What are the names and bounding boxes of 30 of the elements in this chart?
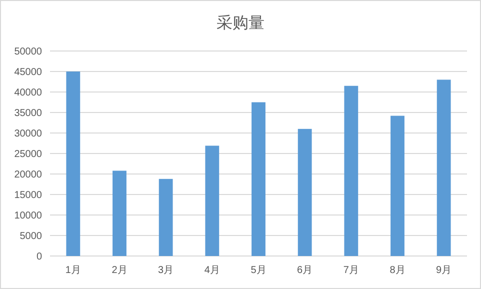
x-tick-label: 7月 [343, 265, 359, 276]
y-tick-label: 15000 [14, 190, 42, 201]
chart-title: 采购量 [216, 14, 264, 32]
bar [298, 128, 312, 256]
y-tick-label: 40000 [14, 88, 42, 98]
y-tick-label: 20000 [14, 170, 42, 180]
x-tick-label: 3月 [158, 265, 174, 276]
y-tick-label: 45000 [14, 67, 42, 78]
x-tick-label: 6月 [297, 265, 313, 276]
bar [390, 116, 404, 256]
y-tick-label: 0 [36, 252, 42, 262]
bar [344, 86, 358, 256]
x-tick-label: 2月 [112, 265, 128, 276]
x-tick-label: 4月 [204, 265, 220, 276]
x-tick-label: 9月 [436, 265, 452, 276]
bar [436, 80, 451, 256]
y-tick-label: 30000 [14, 128, 42, 140]
bar [252, 102, 266, 256]
y-tick-label: 50000 [14, 46, 42, 58]
y-tick-label: 25000 [14, 149, 42, 160]
y-tick-label: 10000 [14, 210, 42, 222]
bar [158, 178, 173, 256]
bar [112, 170, 126, 256]
bar [66, 72, 80, 256]
bar [205, 146, 220, 256]
y-tick-label: 5000 [20, 231, 42, 242]
y-tick-label: 35000 [14, 108, 42, 119]
x-tick-label: 5月 [250, 265, 266, 276]
x-tick-label: 1月 [65, 265, 81, 276]
x-tick-label: 8月 [390, 265, 406, 276]
